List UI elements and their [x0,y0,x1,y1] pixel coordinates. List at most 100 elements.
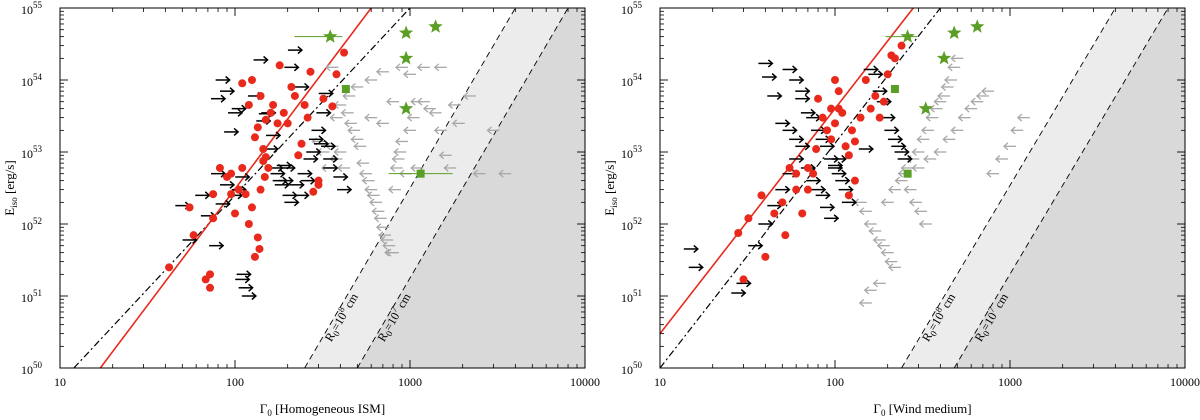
gray-arrow-head [876,241,883,250]
y-tick-base: 10 [21,75,33,89]
gray-arrow [358,169,372,178]
region-label-exp: 7 [986,305,997,314]
red-point [844,191,853,200]
gray-arrow [387,185,401,194]
red-point [328,102,337,111]
black-arrow [748,241,764,250]
gray-arrow [462,91,476,100]
black-arrow-head [299,180,305,189]
red-point [206,270,215,279]
gray-arrow [858,207,872,216]
black-arrow-head [330,142,337,151]
red-point [761,252,770,261]
gray-arrow [389,163,403,172]
black-arrow [323,154,339,164]
x-tick-label: 10000 [570,375,600,389]
black-arrow-head [825,191,831,200]
y-tick-exp: 55 [633,0,643,10]
black-arrow [238,283,254,292]
black-arrow [819,142,836,151]
red-point [287,82,296,91]
black-arrow [294,82,310,92]
black-arrow [241,291,257,301]
black-arrow-head [321,126,327,135]
gray-arrow [371,207,385,216]
gray-arrow [364,185,378,194]
black-arrow-head [833,214,840,223]
y-tick-exp: 51 [633,288,642,298]
red-point [306,67,315,76]
gray-arrow-head [438,151,445,160]
black-arrow-head [890,113,896,122]
black-arrow-head [318,135,325,144]
gray-arrow [1003,142,1016,151]
gray-arrow [957,113,971,122]
black-arrow [789,154,805,164]
gray-arrow-head [389,163,396,172]
y-tick-exp: 50 [633,360,643,370]
red-point [247,203,256,212]
gray-arrow-head [897,169,904,178]
gray-arrow-head [375,119,382,128]
black-arrow-head [218,241,225,250]
plot-frame [659,7,1186,369]
gray-arrow-head [364,76,370,84]
fit-line-red [660,8,914,335]
gray-arrow [340,108,354,117]
black-arrow [253,55,269,64]
x-axis-label: Γ0 [Homogeneous ISM] [260,401,385,418]
gray-arrow [382,241,396,250]
gray-arrow [364,113,378,122]
gray-arrow [364,76,378,84]
red-point [827,104,836,113]
black-arrow [270,169,286,178]
x-axis-label: Γ0 [Wind medium] [873,401,971,418]
red-point [309,187,318,196]
gray-arrow [353,142,367,151]
y-axis-label-sub: iso [9,197,19,208]
gray-arrow [916,135,930,144]
red-point [744,214,753,223]
black-arrow [884,126,900,135]
gray-arrow-head [880,198,887,207]
gray-arrow-head [342,91,348,100]
gray-arrow-head [340,108,347,117]
red-point [255,244,264,253]
y-tick-label: 1055 [621,0,643,17]
gray-arrow-head [364,185,370,194]
y-tick-exp: 54 [33,72,43,82]
black-arrow [266,131,282,140]
red-point [244,100,253,109]
black-arrow-head [784,185,791,194]
red-point [812,145,821,154]
red-point [283,119,292,128]
gray-arrow-head [422,104,429,113]
plot-frame [59,7,586,369]
gray-arrow [950,126,964,135]
gray-arrow [947,63,961,72]
gray-arrow [428,108,442,117]
gray-arrow [472,169,486,178]
black-arrow-head [804,142,811,151]
gray-arrow-head [986,169,992,178]
gray-arrow-head [353,142,359,151]
black-arrow [294,191,310,200]
black-arrow-head [882,87,888,96]
red-point [241,190,250,199]
gray-arrow-head [1003,142,1009,151]
gray-arrow [887,185,901,194]
black-arrow-head [312,154,319,164]
red-point [273,119,282,128]
x-axis-label-main: Γ [260,401,268,416]
red-point [234,185,243,194]
red-point [803,163,812,172]
red-point [209,190,218,199]
gray-arrow [391,154,405,163]
black-arrow-head [904,147,910,157]
gray-arrow [942,135,956,144]
region-label-exp: 7 [389,305,400,314]
black-arrow-head [698,263,704,272]
gray-arrow-head [380,235,386,244]
gray-arrow [375,67,389,76]
